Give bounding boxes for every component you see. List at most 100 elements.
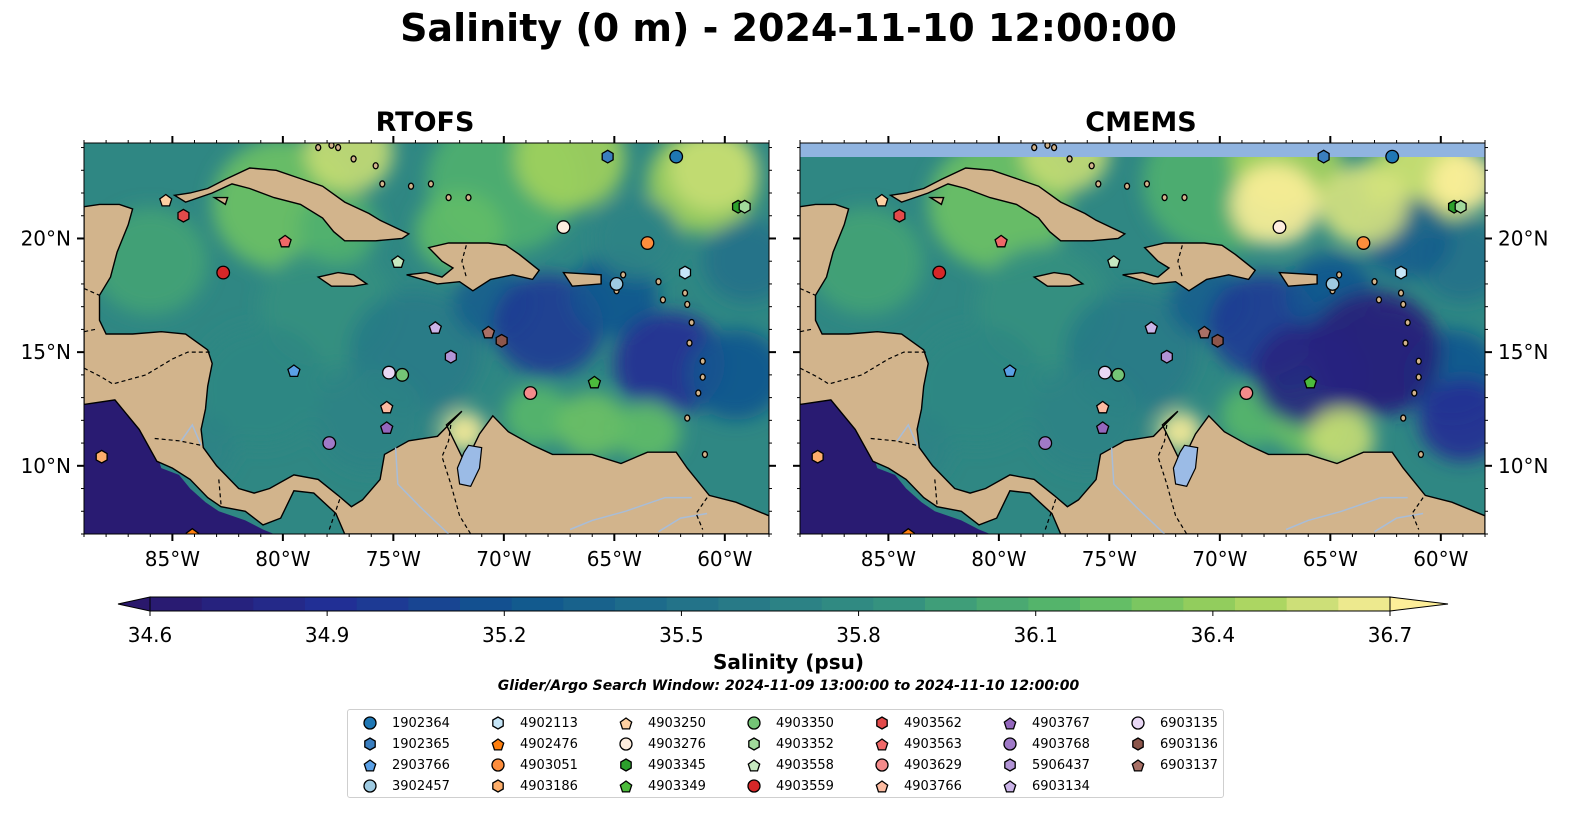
small-island <box>1095 180 1102 188</box>
river-1 <box>1285 496 1408 531</box>
small-island <box>1066 155 1073 163</box>
colorbar-segment <box>1131 597 1184 611</box>
legend-marker-circle-icon <box>747 779 761 793</box>
float-marker-6903135 <box>381 365 396 380</box>
colorbar-segment <box>150 597 203 611</box>
float-marker-4902476 <box>185 527 200 534</box>
colorbar-segment <box>873 597 926 611</box>
small-island <box>681 289 689 297</box>
float-marker-4903250 <box>159 193 173 207</box>
lake-maracaibo <box>456 444 483 487</box>
colorbar-segment <box>976 597 1029 611</box>
colorbar-tick-label: 36.7 <box>1368 623 1413 647</box>
border-3 <box>328 497 341 530</box>
legend-marker-hexagon-icon <box>492 716 504 730</box>
legend-label: 5906437 <box>1032 757 1090 773</box>
float-marker-4903051 <box>640 236 655 250</box>
border-5 <box>1411 497 1424 530</box>
float-marker-4903767 <box>379 421 394 434</box>
legend-label: 4903768 <box>1032 736 1090 752</box>
float-marker-4903352 <box>1454 199 1467 214</box>
legend-label: 4903345 <box>648 757 706 773</box>
xtick-label: 70°W <box>1192 547 1247 571</box>
float-marker-5906437 <box>444 349 457 364</box>
small-island <box>328 143 335 149</box>
colorbar-tick-label: 36.4 <box>1191 623 1236 647</box>
legend-item: 4903051 <box>488 755 578 775</box>
float-marker-4903562 <box>177 208 190 223</box>
small-island <box>315 143 322 152</box>
xtick-label: 70°W <box>476 547 531 571</box>
map-panels: 85°W 80°W 75°W 70°W 65°W 60°W10°N15°N20°N85°W… <box>21 136 1548 571</box>
ytick-label-right: 15°N <box>1498 340 1548 364</box>
legend-item: 4903349 <box>616 776 706 796</box>
small-island <box>1181 193 1188 202</box>
small-island <box>620 271 627 279</box>
legend-marker-circle-icon <box>875 758 889 772</box>
legend-marker-circle-icon <box>363 779 377 793</box>
legend-item: 4902476 <box>488 734 578 754</box>
float-marker-5906437 <box>1160 349 1173 364</box>
legend-item: 6903134 <box>1000 776 1090 796</box>
float-marker-4903629 <box>1239 386 1254 401</box>
float-marker-3902457 <box>1325 276 1340 291</box>
legend-label: 6903136 <box>1160 736 1218 752</box>
colorbar-segment <box>718 597 771 611</box>
river-2 <box>896 423 918 446</box>
float-marker-1902364 <box>669 149 684 164</box>
border-4 <box>441 424 472 534</box>
legend-item: 4903767 <box>1000 713 1090 733</box>
ytick-label-right: 20°N <box>1498 226 1548 250</box>
legend-marker-pentagon-icon <box>491 738 505 751</box>
float-marker-6903136 <box>495 333 508 348</box>
xtick-label: 60°W <box>1413 547 1468 571</box>
small-island <box>350 155 357 163</box>
float-marker-4903563 <box>278 234 292 248</box>
legend-marker-pentagon-icon <box>363 759 377 772</box>
legend-item: 3902457 <box>360 776 450 796</box>
land-isleofyouth <box>927 196 945 206</box>
colorbar-segment <box>1286 597 1339 611</box>
small-island <box>1402 339 1409 347</box>
colorbar-tick-label: 36.1 <box>1013 623 1058 647</box>
map-frame <box>799 142 1486 535</box>
legend-marker-circle-icon <box>747 716 761 730</box>
legend-label: 4903766 <box>904 778 962 794</box>
legend-label: 3902457 <box>392 778 450 794</box>
small-island <box>1088 162 1095 170</box>
border-8 <box>800 328 812 333</box>
colorbar-segment <box>305 597 358 611</box>
small-island <box>1375 296 1383 304</box>
panel-title-rtofs: RTOFS <box>375 107 475 138</box>
colorbar-label: Salinity (psu) <box>712 650 864 674</box>
legend-label: 4903562 <box>904 715 962 731</box>
legend-item: 4903345 <box>616 755 706 775</box>
float-marker-4902113 <box>678 265 692 280</box>
float-marker-4903559 <box>216 265 231 280</box>
legend-label: 4903276 <box>648 736 706 752</box>
legend-item: 4903558 <box>744 755 834 775</box>
small-island <box>699 373 706 381</box>
float-marker-2903766 <box>287 364 301 378</box>
legend-label: 4903629 <box>904 757 962 773</box>
legend-label: 4903559 <box>776 778 834 794</box>
legend-label: 6903137 <box>1160 757 1218 773</box>
legend-marker-circle-icon <box>1003 737 1017 751</box>
pacific-ocean <box>800 393 990 534</box>
legend-marker-pentagon-icon <box>1131 759 1145 772</box>
colorbar-segment <box>356 597 409 611</box>
small-island <box>1143 180 1151 188</box>
legend-item: 4903562 <box>872 713 962 733</box>
border-1 <box>154 437 202 446</box>
float-marker-4903186 <box>811 449 824 464</box>
small-island <box>465 193 472 202</box>
colorbar-extend-high <box>1389 596 1449 612</box>
legend-item: 4903768 <box>1000 734 1090 754</box>
legend-marker-pentagon-icon <box>1003 717 1017 730</box>
border-6 <box>84 287 100 296</box>
legend-item: 4903350 <box>744 713 834 733</box>
legend-marker-hexagon-icon <box>492 779 504 793</box>
land-hispaniola <box>1122 242 1257 292</box>
legend-item: 4903186 <box>488 776 578 796</box>
